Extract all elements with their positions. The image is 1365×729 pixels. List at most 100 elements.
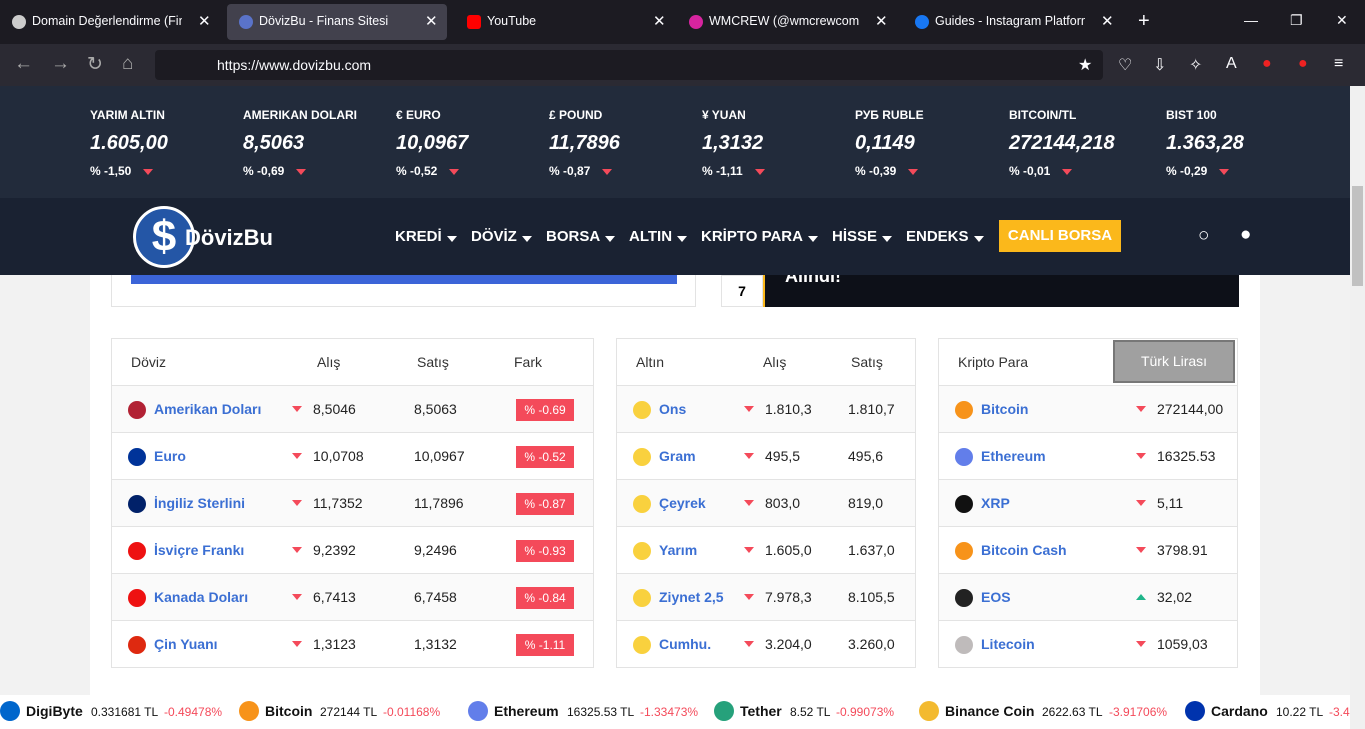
browser-tab[interactable]: Guides - Instagram Platform ✕ [903, 4, 1122, 40]
toolbar-icon[interactable]: ★ [1078, 57, 1093, 74]
down-arrow [143, 169, 153, 175]
sell-price: 8,5063 [414, 401, 457, 417]
coin-change: -3.4 [1329, 705, 1350, 719]
change-badge: % -0.93 [516, 540, 574, 562]
toolbar-icon[interactable]: ● [1262, 55, 1272, 72]
tab-title: YouTube [487, 14, 537, 28]
tab-close[interactable]: ✕ [1101, 13, 1114, 30]
url-bar[interactable]: https://www.dovizbu.com [155, 50, 1103, 80]
browser-tab[interactable]: DövizBu - Finans Sitesi ✕ [227, 4, 447, 40]
menu-item[interactable]: ENDEKS [906, 228, 969, 245]
coin-name: Cardano [1211, 703, 1268, 719]
menu-item[interactable]: KREDİ [395, 228, 442, 245]
down-arrow [1219, 169, 1229, 175]
coin-name[interactable]: Bitcoin Cash [981, 542, 1067, 558]
tab-close[interactable]: ✕ [198, 13, 211, 30]
down-arrow [755, 169, 765, 175]
coin-name[interactable]: Bitcoin [981, 401, 1029, 417]
browser-tab[interactable]: Domain Değerlendirme (Finans ✕ [0, 4, 220, 40]
coin-name[interactable]: Litecoin [981, 636, 1035, 652]
row-divider [616, 526, 916, 527]
browser-tab[interactable]: YouTube ✕ [455, 4, 670, 40]
ticker-value: 0,1149 [855, 132, 915, 154]
currency-name[interactable]: İngiliz Sterlini [154, 495, 246, 511]
currency-name[interactable]: Euro [154, 448, 186, 464]
ticker-change: % -0,69 [243, 164, 285, 178]
row-divider [938, 526, 1238, 527]
sell-price: 3.260,0 [848, 636, 895, 652]
tab-close[interactable]: ✕ [875, 13, 888, 30]
down-arrow [1136, 641, 1146, 647]
logo[interactable]: $ DövizBu [133, 206, 293, 268]
tab-icon [239, 15, 253, 29]
back[interactable]: ← [14, 53, 33, 74]
menu-caret [974, 236, 984, 242]
buy-price: 8,5046 [313, 401, 356, 417]
coin-name[interactable]: XRP [981, 495, 1010, 511]
buy-price: 3.204,0 [765, 636, 812, 652]
down-arrow [292, 406, 302, 412]
new-tab[interactable]: + [1138, 10, 1150, 32]
currency-name[interactable]: İsviçre Frankı [154, 542, 245, 558]
currency-name[interactable]: Kanada Doları [154, 589, 249, 605]
toolbar-icon[interactable]: A [1226, 55, 1237, 72]
toolbar-icon[interactable]: ● [1298, 55, 1308, 72]
down-arrow [908, 169, 918, 175]
row-stripe [112, 386, 593, 432]
sell-price: 1,3132 [414, 636, 457, 652]
search-icon[interactable]: ○ [1198, 225, 1210, 246]
menu-item[interactable]: KRİPTO PARA [701, 228, 803, 245]
menu-item[interactable]: BORSA [546, 228, 601, 245]
currency-name[interactable]: Çin Yuanı [154, 636, 218, 652]
minimize[interactable]: — [1244, 12, 1258, 28]
navbar [0, 198, 1350, 275]
coin-value: 3798.91 [1157, 542, 1208, 558]
ticker-name: BITCOIN/TL [1009, 108, 1077, 122]
row-stripe [617, 386, 915, 432]
gold-name[interactable]: Ons [659, 401, 687, 417]
gold-name[interactable]: Cumhu. [659, 636, 712, 652]
reload[interactable]: ↻ [87, 54, 103, 75]
gold-name[interactable]: Yarım [659, 542, 698, 558]
gold-name[interactable]: Gram [659, 448, 696, 464]
forward[interactable]: → [51, 53, 70, 74]
coin-name: Tether [740, 703, 782, 719]
ticker-change: % -0,52 [396, 164, 438, 178]
ticker-value: 10,0967 [396, 132, 469, 154]
flag-icon [128, 401, 146, 419]
user-icon[interactable]: ● [1240, 224, 1252, 245]
toolbar-icon[interactable]: ♡ [1118, 57, 1133, 74]
toolbar-icon[interactable]: ⇩ [1153, 57, 1167, 74]
ticker-name: РУБ RUBLE [855, 108, 924, 122]
row-divider [616, 573, 916, 574]
menu-item[interactable]: DÖVİZ [471, 228, 517, 245]
row-divider [616, 385, 916, 386]
currency-select[interactable]: Türk Lirası [1113, 340, 1235, 383]
coin-name[interactable]: EOS [981, 589, 1011, 605]
currency-name[interactable]: Amerikan Doları [154, 401, 262, 417]
flag-icon [128, 495, 146, 513]
browser-tab[interactable]: WMCREW (@wmcrewcom) • In ✕ [677, 4, 895, 40]
coin-change: -0.49478% [164, 705, 223, 719]
tab-close[interactable]: ✕ [425, 13, 438, 30]
live-button[interactable]: CANLI BORSA [999, 220, 1121, 252]
coin-price: 0.331681 TL [91, 705, 159, 719]
toolbar-icon[interactable]: ✧ [1189, 57, 1203, 74]
gold-name[interactable]: Çeyrek [659, 495, 706, 511]
buy-price: 1,3123 [313, 636, 356, 652]
gold-name[interactable]: Ziynet 2,5 [659, 589, 724, 605]
tab-icon [467, 15, 481, 29]
ticker-name: ¥ YUAN [702, 108, 746, 122]
toolbar-icon[interactable]: ≡ [1334, 55, 1344, 72]
restore[interactable]: ❐ [1290, 12, 1303, 28]
tab-close[interactable]: ✕ [653, 13, 666, 30]
coin-name[interactable]: Ethereum [981, 448, 1046, 464]
coin-value: 5,11 [1157, 495, 1184, 511]
close-window[interactable]: ✕ [1336, 12, 1348, 28]
home[interactable]: ⌂ [122, 53, 134, 74]
coin-price: 8.52 TL [790, 705, 831, 719]
down-arrow [1136, 453, 1146, 459]
menu-item[interactable]: HİSSE [832, 228, 878, 245]
menu-item[interactable]: ALTIN [629, 228, 673, 245]
ticker [0, 86, 1350, 198]
